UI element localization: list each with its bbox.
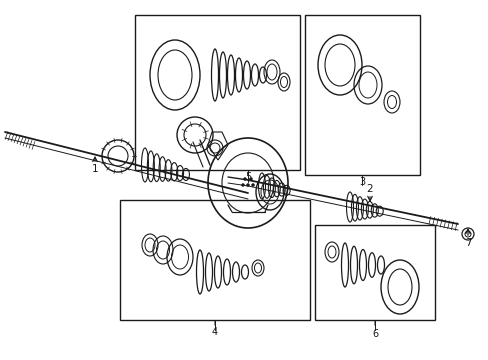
Bar [135,15,299,170]
Text: 2: 2 [366,184,372,194]
Circle shape [241,184,244,186]
Bar [305,15,419,175]
Text: 5: 5 [244,172,251,182]
Circle shape [249,177,252,180]
Text: 3: 3 [358,177,365,187]
Text: 7: 7 [464,238,470,248]
Circle shape [243,177,246,180]
Text: 6: 6 [371,329,377,339]
Circle shape [246,184,249,186]
Text: 4: 4 [211,327,218,337]
Text: 1: 1 [92,164,98,174]
Circle shape [251,184,254,186]
Bar [120,200,309,320]
Bar [314,225,434,320]
